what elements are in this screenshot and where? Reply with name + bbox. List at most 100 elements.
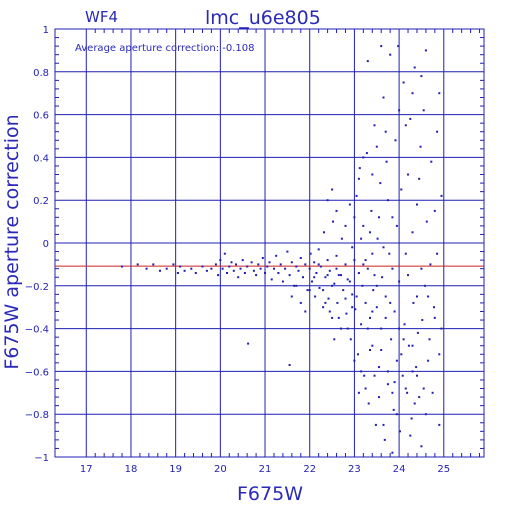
data-point <box>401 374 404 377</box>
y-tick-label: 0.2 <box>33 196 49 207</box>
data-point <box>384 316 387 319</box>
data-point <box>322 306 325 309</box>
data-point <box>412 301 415 304</box>
data-point <box>373 274 376 277</box>
data-point <box>402 338 405 341</box>
data-point <box>373 374 376 377</box>
data-point <box>407 344 410 347</box>
data-point <box>430 160 433 163</box>
data-point <box>348 203 351 206</box>
data-point <box>360 323 363 326</box>
data-point <box>357 177 360 180</box>
data-point <box>409 117 412 120</box>
data-point <box>440 194 443 197</box>
data-point <box>399 430 401 433</box>
data-point <box>380 349 383 351</box>
data-point <box>326 259 329 262</box>
data-point <box>324 301 327 304</box>
panel-label: WF4 <box>85 8 118 26</box>
data-point <box>391 267 394 270</box>
data-point <box>398 109 401 112</box>
data-point <box>324 276 327 279</box>
data-point <box>353 359 356 362</box>
data-point <box>424 49 427 52</box>
data-point <box>284 267 287 270</box>
data-point <box>427 295 430 298</box>
data-point <box>409 434 412 437</box>
data-point <box>383 438 386 441</box>
x-tick-label: 24 <box>393 464 406 475</box>
data-point <box>273 267 275 270</box>
y-tick-label: −0.6 <box>25 367 49 378</box>
data-point <box>418 177 421 180</box>
data-point <box>172 263 175 266</box>
data-point <box>429 263 432 266</box>
data-point <box>344 297 347 300</box>
data-point <box>241 259 244 262</box>
data-point <box>121 265 123 268</box>
data-point <box>335 267 338 270</box>
y-tick-labels: 1 0.8 0.6 0.4 0.2 0 −0.2 −0.4 −0.6 −0.8 −1 <box>25 25 49 464</box>
x-tick-label: 20 <box>214 464 227 475</box>
grid-layer <box>54 28 485 458</box>
data-point <box>349 338 352 341</box>
data-point <box>190 267 193 270</box>
x-tick-label: 21 <box>259 464 272 475</box>
data-point <box>371 252 374 255</box>
data-point <box>317 248 320 251</box>
data-point <box>205 269 208 272</box>
data-point <box>371 344 374 347</box>
data-point <box>237 276 240 279</box>
data-point <box>400 188 403 191</box>
data-point <box>362 263 365 266</box>
data-point <box>391 391 394 394</box>
data-point <box>362 224 365 227</box>
data-point <box>328 310 331 313</box>
points-layer <box>121 45 443 454</box>
data-point <box>165 267 168 270</box>
data-point <box>323 231 325 234</box>
data-point <box>270 278 273 281</box>
data-point <box>418 396 421 399</box>
data-point <box>416 374 418 377</box>
data-point <box>364 387 367 390</box>
data-point <box>201 265 204 268</box>
average-annotation: Average aperture correction: -0.108 <box>75 43 255 54</box>
data-point <box>348 280 351 283</box>
data-point <box>333 338 336 341</box>
data-point <box>376 237 379 240</box>
data-point <box>389 301 392 304</box>
x-tick-label: 22 <box>303 464 316 475</box>
data-point <box>210 267 213 270</box>
data-point <box>264 272 266 274</box>
data-point <box>375 284 378 287</box>
data-point <box>351 293 354 296</box>
data-point <box>314 295 317 298</box>
data-point <box>421 319 424 321</box>
data-point <box>428 338 431 341</box>
data-point <box>297 269 300 272</box>
data-point <box>327 297 330 300</box>
data-point <box>346 327 349 330</box>
data-point <box>318 286 321 289</box>
data-point <box>252 269 255 272</box>
data-point <box>353 216 356 219</box>
data-point <box>357 272 360 274</box>
data-point <box>266 265 269 268</box>
data-point <box>419 145 422 148</box>
data-point <box>395 224 398 227</box>
data-point <box>214 263 217 266</box>
data-point <box>250 261 253 264</box>
data-point <box>416 331 419 334</box>
x-tick-label: 23 <box>348 464 361 475</box>
data-point <box>413 66 416 69</box>
data-point <box>379 182 382 185</box>
data-point <box>355 295 358 298</box>
data-point <box>420 445 423 448</box>
data-point <box>386 370 389 373</box>
data-point <box>357 391 360 394</box>
data-point <box>393 310 396 313</box>
data-point <box>424 284 426 287</box>
data-point <box>159 269 161 272</box>
data-point <box>425 220 428 223</box>
